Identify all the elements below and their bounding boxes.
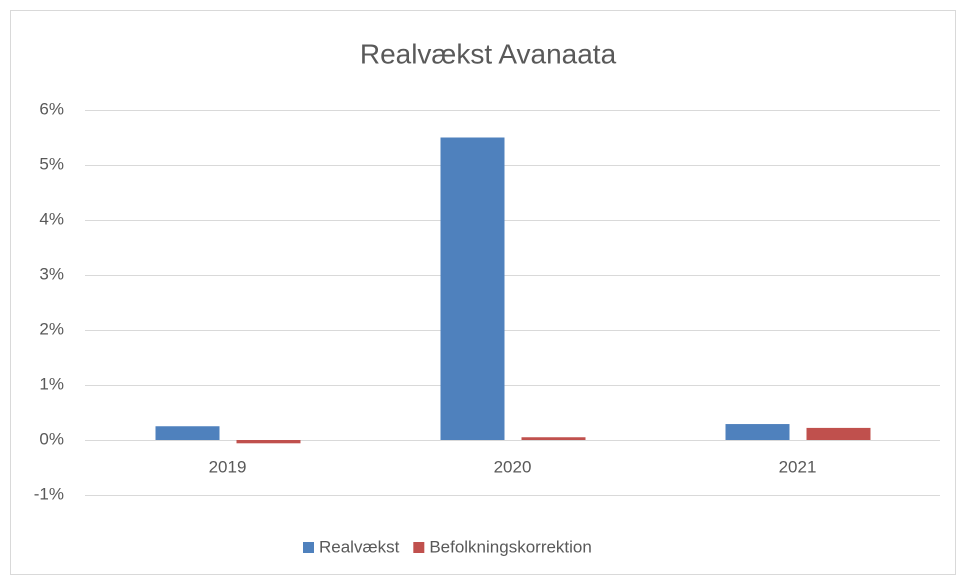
x-tick-label: 2019 — [209, 457, 247, 476]
chart-title: Realvækst Avanaata — [360, 38, 617, 69]
bar — [521, 437, 586, 440]
y-tick-label: 2% — [39, 319, 64, 338]
legend-swatch — [413, 542, 425, 553]
bar — [806, 427, 871, 440]
y-tick-label: -1% — [34, 484, 64, 503]
y-tick-label: 0% — [39, 429, 64, 448]
legend-swatch — [303, 542, 314, 553]
bar — [725, 424, 790, 440]
bar — [155, 426, 220, 440]
y-tick-label: 3% — [39, 264, 64, 283]
y-tick-label: 5% — [39, 154, 64, 173]
legend-label: Befolkningskorrektion — [429, 537, 592, 556]
x-tick-label: 2021 — [779, 457, 817, 476]
bar — [236, 440, 301, 444]
legend-label: Realvækst — [319, 537, 400, 556]
y-tick-label: 6% — [39, 99, 64, 118]
x-tick-label: 2020 — [494, 457, 532, 476]
bar — [440, 137, 505, 440]
y-tick-label: 4% — [39, 209, 64, 228]
y-tick-label: 1% — [39, 374, 64, 393]
